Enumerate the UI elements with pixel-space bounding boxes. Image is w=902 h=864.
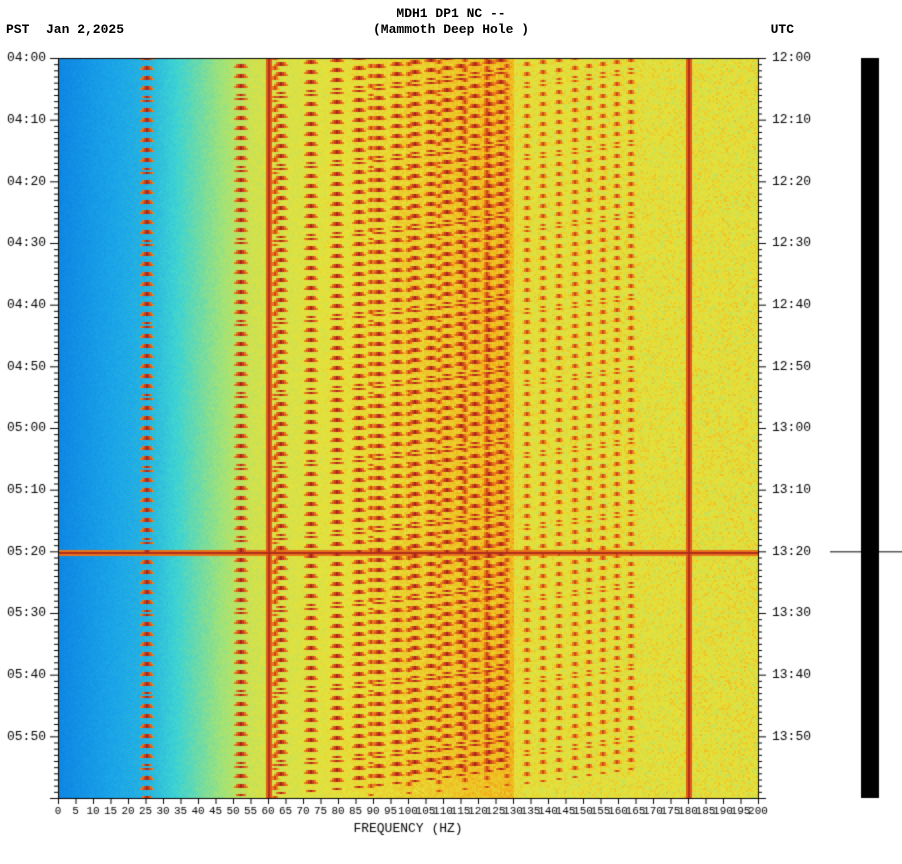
date-label: Jan 2,2025 [46, 22, 124, 37]
chart-header: MDH1 DP1 NC -- (Mammoth Deep Hole ) PST … [0, 0, 902, 50]
chart-title-line2: (Mammoth Deep Hole ) [0, 22, 902, 37]
left-timezone-label: PST [6, 22, 29, 37]
spectrogram-canvas [0, 50, 902, 864]
right-timezone-label: UTC [771, 22, 794, 37]
chart-title-line1: MDH1 DP1 NC -- [0, 6, 902, 21]
